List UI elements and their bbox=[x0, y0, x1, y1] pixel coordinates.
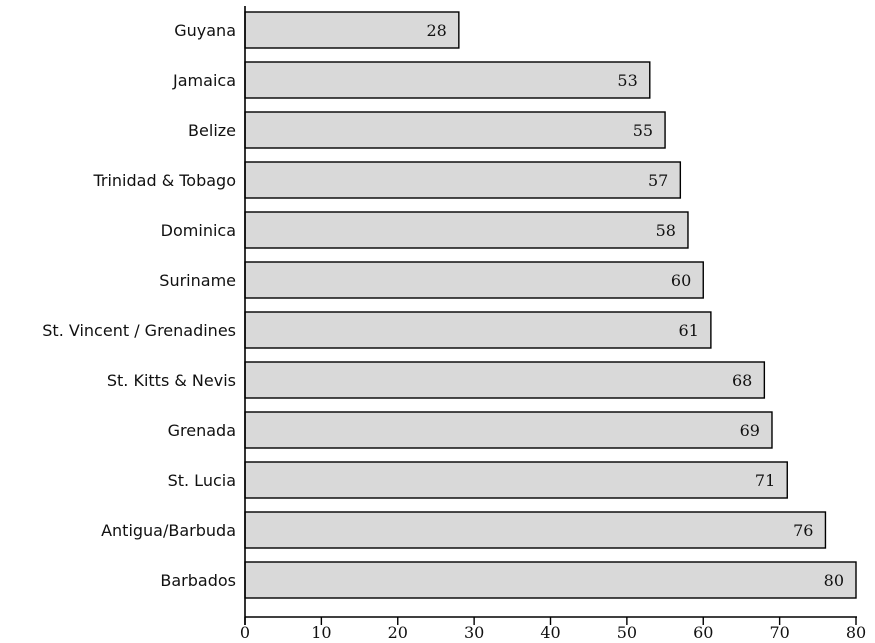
data-label: 68 bbox=[732, 371, 752, 390]
bar bbox=[244, 411, 773, 449]
x-tick-label: 50 bbox=[617, 623, 637, 642]
bar bbox=[244, 361, 766, 399]
category-label: Guyana bbox=[174, 21, 236, 40]
data-label: 57 bbox=[648, 171, 668, 190]
category-label: Trinidad & Tobago bbox=[92, 171, 236, 190]
data-label: 58 bbox=[656, 221, 676, 240]
category-label: Barbados bbox=[160, 571, 236, 590]
data-label: 55 bbox=[633, 121, 653, 140]
x-tick-label: 10 bbox=[311, 623, 331, 642]
bar bbox=[244, 211, 689, 249]
category-label: Belize bbox=[188, 121, 236, 140]
bar bbox=[244, 561, 857, 599]
x-tick-label: 80 bbox=[846, 623, 866, 642]
x-tick-label: 70 bbox=[769, 623, 789, 642]
category-label: Dominica bbox=[161, 221, 236, 240]
data-label: 71 bbox=[755, 471, 775, 490]
data-label: 60 bbox=[671, 271, 691, 290]
category-label: Suriname bbox=[159, 271, 236, 290]
x-tick-label: 20 bbox=[388, 623, 408, 642]
data-label: 69 bbox=[740, 421, 760, 440]
category-label: St. Kitts & Nevis bbox=[107, 371, 236, 390]
category-labels: Guyana Jamaica Belize Trinidad & Tobago Domi… bbox=[42, 21, 236, 590]
bar bbox=[244, 511, 827, 549]
data-label: 53 bbox=[617, 71, 637, 90]
x-tick-label: 60 bbox=[693, 623, 713, 642]
data-label: 80 bbox=[824, 571, 844, 590]
x-tick-label: 0 bbox=[240, 623, 250, 642]
category-label: Jamaica bbox=[172, 71, 236, 90]
bar bbox=[244, 111, 666, 149]
bar bbox=[244, 61, 651, 99]
bars-group bbox=[244, 11, 857, 599]
category-label: Antigua/Barbuda bbox=[101, 521, 236, 540]
value-labels: 28 53 55 57 58 60 61 68 69 71 76 80 bbox=[426, 21, 844, 590]
x-ticks: 0 10 20 30 40 50 60 70 80 bbox=[240, 617, 866, 642]
category-label: St. Lucia bbox=[168, 471, 236, 490]
data-label: 28 bbox=[426, 21, 446, 40]
data-label: 61 bbox=[679, 321, 699, 340]
category-label: Grenada bbox=[168, 421, 236, 440]
bar bbox=[244, 461, 788, 499]
x-tick-label: 30 bbox=[464, 623, 484, 642]
category-label: St. Vincent / Grenadines bbox=[42, 321, 236, 340]
bar bbox=[244, 311, 712, 349]
bar bbox=[244, 161, 682, 199]
data-label: 76 bbox=[793, 521, 813, 540]
x-tick-label: 40 bbox=[540, 623, 560, 642]
bar bbox=[244, 11, 460, 49]
bar bbox=[244, 261, 704, 299]
